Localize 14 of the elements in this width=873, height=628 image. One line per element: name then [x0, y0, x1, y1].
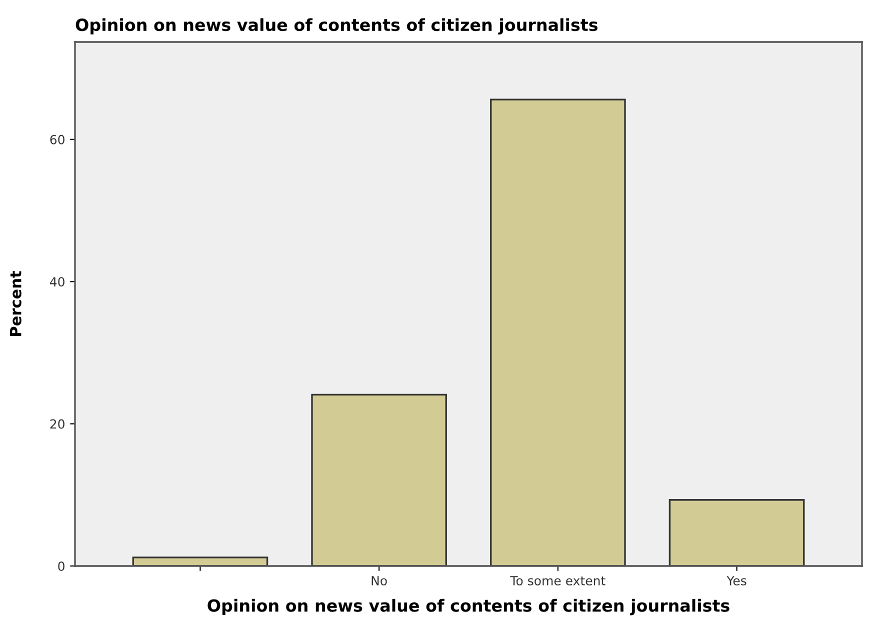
y-tick-label: 20: [50, 419, 64, 429]
y-axis-title: Percent: [10, 271, 22, 336]
y-tick-label: 40: [50, 277, 64, 287]
x-tick-label: Yes: [726, 576, 746, 586]
bar: [132, 556, 268, 566]
x-tick-label: To some extent: [510, 576, 606, 586]
x-axis-title: Opinion on news value of contents of citizen journalists: [208, 598, 730, 616]
x-tick-label: No: [372, 576, 387, 586]
bar: [490, 98, 626, 566]
bar: [311, 394, 447, 566]
y-tick-label: 60: [50, 134, 64, 144]
y-tick-label: 0: [58, 561, 64, 571]
bar: [668, 499, 805, 566]
chart-title: Opinion on news value of contents of citizen journalists: [76, 18, 598, 34]
